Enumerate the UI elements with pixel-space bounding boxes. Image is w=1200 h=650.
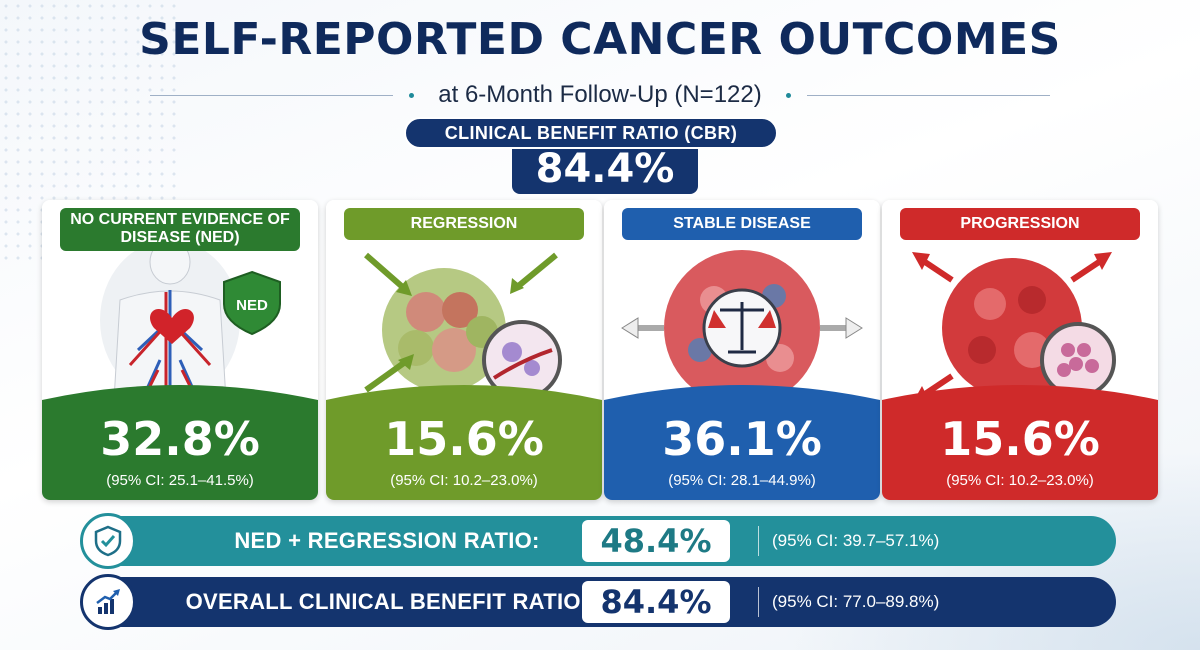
- subtitle: at 6-Month Follow-Up (N=122): [438, 81, 762, 108]
- card-progression-value: 15.6%: [940, 412, 1100, 466]
- balance-scale-icon: [604, 200, 880, 500]
- overall-cbr-bar: OVERALL CLINICAL BENEFIT RATIO: 84.4% (9…: [80, 574, 1116, 630]
- trend-chart-icon: [80, 574, 136, 630]
- cbr-label: CLINICAL BENEFIT RATIO (CBR): [404, 117, 778, 149]
- card-regression-value: 15.6%: [384, 412, 544, 466]
- cbr-value: 84.4%: [535, 146, 675, 192]
- card-progression: PROGRESSION 15.6% (95% CI: 10.2–23.0%): [882, 200, 1158, 500]
- divider-right: [806, 94, 1050, 96]
- shrinking-tumor-icon: [326, 200, 602, 500]
- card-stable-label: STABLE DISEASE: [622, 208, 862, 240]
- ned-regression-separator: [758, 526, 759, 556]
- card-regression-ci: (95% CI: 10.2–23.0%): [390, 472, 538, 489]
- card-ned-ci: (95% CI: 25.1–41.5%): [106, 472, 254, 489]
- ned-badge-text: NED: [236, 297, 268, 314]
- divider-dot-left: [409, 92, 415, 98]
- card-ned-value: 32.8%: [100, 412, 260, 466]
- ned-regression-label: NED + REGRESSION RATIO:: [234, 528, 540, 553]
- card-stable-value: 36.1%: [662, 412, 822, 466]
- ned-regression-value: 48.4%: [582, 520, 730, 562]
- card-stable-ci: (95% CI: 28.1–44.9%): [668, 472, 816, 489]
- overall-cbr-separator: [758, 587, 759, 617]
- overall-cbr-ci: (95% CI: 77.0–89.8%): [772, 592, 940, 611]
- shield-check-icon: [80, 513, 136, 569]
- card-progression-ci: (95% CI: 10.2–23.0%): [946, 472, 1094, 489]
- ned-regression-ci: (95% CI: 39.7–57.1%): [772, 531, 940, 550]
- ned-regression-bar: NED + REGRESSION RATIO: 48.4% (95% CI: 3…: [80, 513, 1116, 569]
- card-regression: REGRESSION 15.6% (95% CI: 10.2–23.0%): [326, 200, 602, 500]
- card-ned-label: NO CURRENT EVIDENCE OF DISEASE (NED): [60, 208, 300, 251]
- divider-dot-right: [785, 92, 791, 98]
- overall-cbr-label: OVERALL CLINICAL BENEFIT RATIO:: [185, 589, 589, 614]
- card-stable: STABLE DISEASE 36.1% (95% CI: 28.1–44.9%…: [604, 200, 880, 500]
- overall-cbr-value: 84.4%: [582, 581, 730, 623]
- card-ned: NED NO CURRENT EVIDENCE OF DISEASE (NED)…: [42, 200, 318, 500]
- subtitle-row: at 6-Month Follow-Up (N=122): [150, 80, 1050, 110]
- card-progression-label: PROGRESSION: [900, 208, 1140, 240]
- card-regression-label: REGRESSION: [344, 208, 584, 240]
- page-title: SELF-REPORTED CANCER OUTCOMES: [139, 14, 1061, 65]
- divider-left: [150, 94, 394, 96]
- growing-tumor-icon: [882, 200, 1158, 500]
